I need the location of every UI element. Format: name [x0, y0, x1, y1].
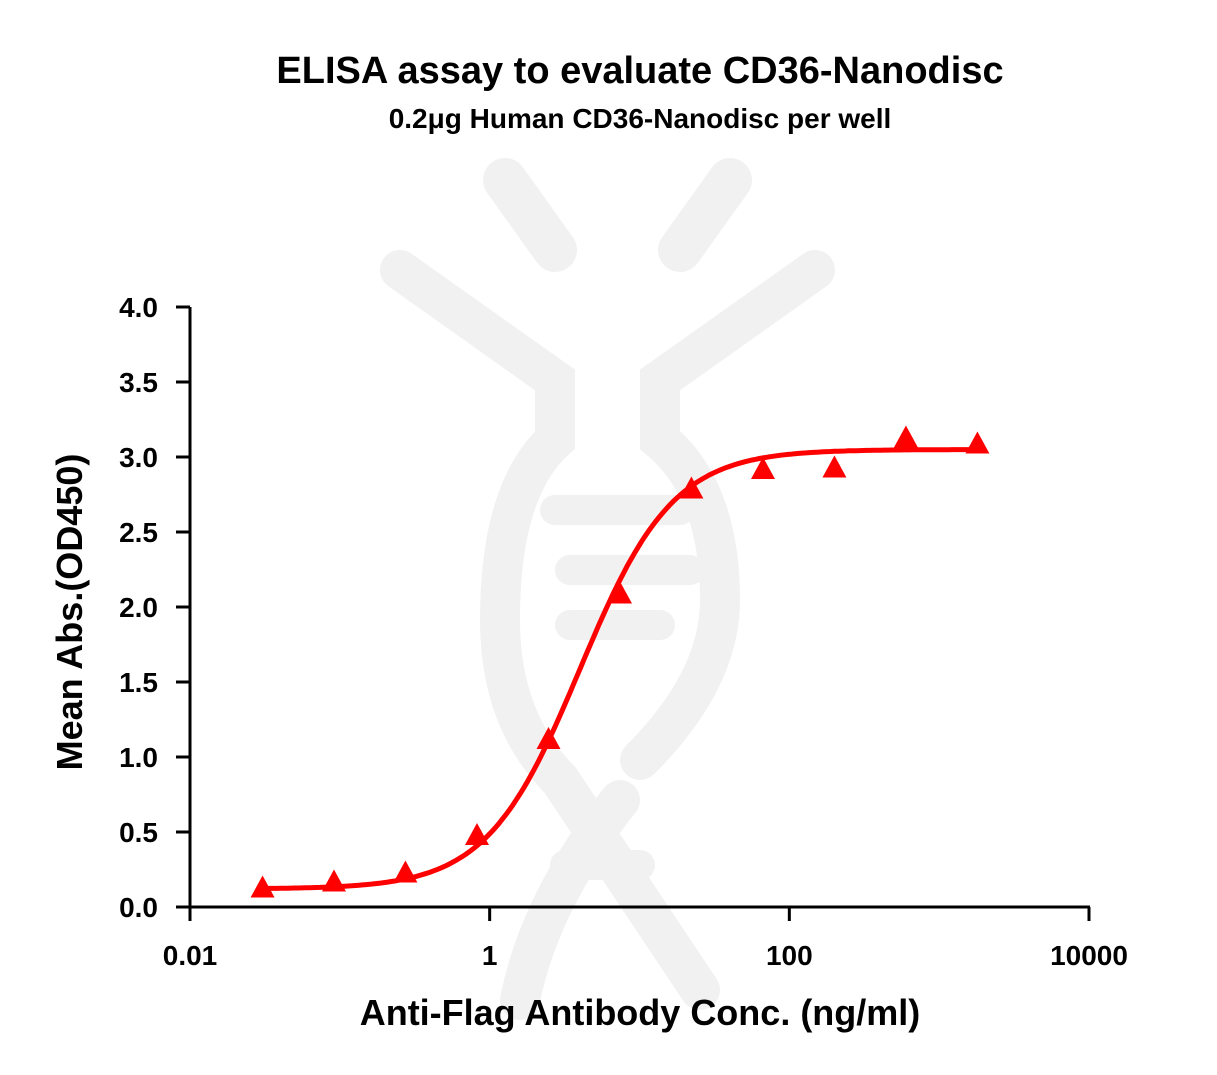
data-point — [250, 875, 275, 898]
x-tick-label: 1 — [482, 940, 498, 971]
x-tick-label: 0.01 — [163, 940, 218, 971]
data-point — [893, 425, 918, 448]
data-point — [607, 581, 632, 604]
y-tick-label: 3.5 — [119, 367, 158, 398]
y-tick-label: 0.0 — [119, 892, 158, 923]
data-point — [536, 727, 561, 749]
data-point — [321, 869, 346, 892]
y-tick-label: 2.5 — [119, 517, 158, 548]
data-point — [393, 860, 418, 883]
y-tick-label: 3.0 — [119, 442, 158, 473]
x-tick-label: 100 — [766, 940, 813, 971]
x-tick-label: 10000 — [1050, 940, 1128, 971]
data-point — [965, 431, 990, 454]
y-tick-label: 1.0 — [119, 742, 158, 773]
chart-title: ELISA assay to evaluate CD36-Nanodisc — [276, 50, 1003, 92]
y-tick-label: 0.5 — [119, 817, 158, 848]
y-axis-label: Mean Abs.(OD450) — [49, 454, 90, 771]
data-point — [679, 476, 704, 499]
y-tick-label: 1.5 — [119, 667, 158, 698]
data-point — [750, 457, 775, 479]
fit-curve — [262, 447, 978, 891]
data-point — [822, 455, 847, 478]
chart-subtitle: 0.2μg Human CD36-Nanodisc per well — [389, 103, 892, 134]
watermark-logo — [380, 158, 835, 1020]
data-point — [464, 823, 489, 845]
y-tick-label: 2.0 — [119, 592, 158, 623]
x-axis-label: Anti-Flag Antibody Conc. (ng/ml) — [360, 992, 921, 1033]
y-tick-label: 4.0 — [119, 292, 158, 323]
